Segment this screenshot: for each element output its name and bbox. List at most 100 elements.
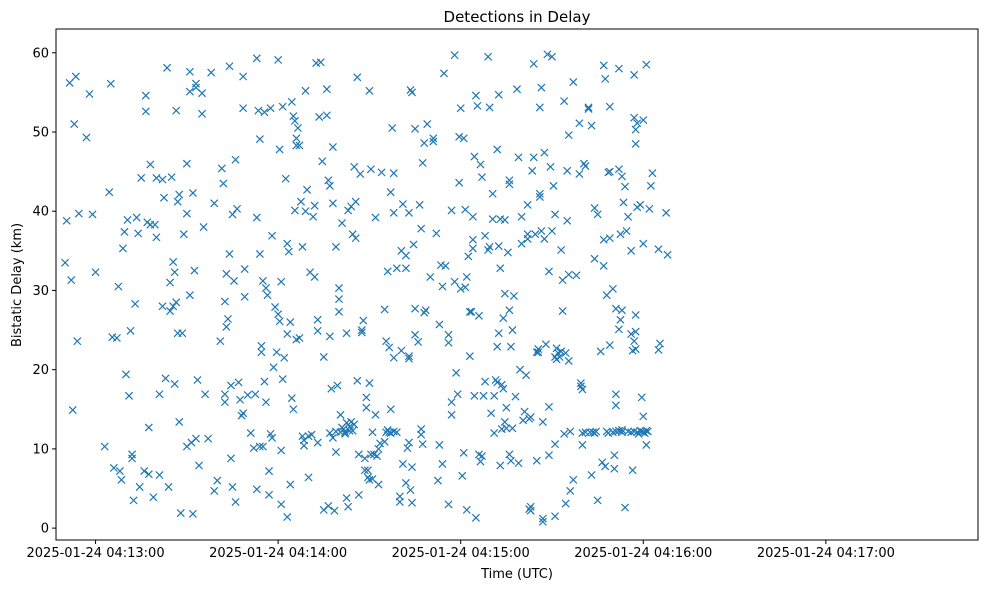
- scatter-point: [569, 475, 578, 484]
- scatter-point: [395, 492, 404, 501]
- scatter-point: [611, 390, 620, 399]
- scatter-point: [360, 466, 369, 475]
- scatter-point: [476, 160, 485, 169]
- scatter-point: [467, 307, 476, 316]
- scatter-point: [313, 438, 322, 447]
- scatter-point: [417, 430, 426, 439]
- scatter-point: [470, 152, 479, 161]
- scatter-point: [287, 97, 296, 106]
- scatter-point: [281, 174, 290, 183]
- scatter-point: [277, 446, 286, 455]
- scatter-point: [494, 90, 503, 99]
- scatter-point: [566, 427, 575, 436]
- scatter-point: [100, 442, 109, 451]
- scatter-point: [523, 230, 532, 239]
- scatter-point: [642, 440, 651, 449]
- scatter-point: [605, 167, 614, 176]
- scatter-point: [631, 310, 640, 320]
- scatter-point: [450, 277, 459, 286]
- scatter-point: [389, 353, 398, 362]
- scatter-point: [522, 371, 531, 380]
- scatter-point: [578, 385, 587, 394]
- scatter-point: [617, 306, 627, 315]
- scatter-point: [551, 512, 560, 521]
- scatter-point: [505, 176, 514, 185]
- scatter-point: [240, 292, 249, 301]
- scatter-point: [575, 119, 584, 128]
- scatter-point: [274, 310, 283, 319]
- scatter-point: [605, 102, 614, 111]
- scatter-point: [278, 102, 287, 111]
- scatter-point: [292, 134, 301, 143]
- scatter-point: [494, 329, 503, 338]
- scatter-point: [496, 461, 505, 470]
- scatter-point: [398, 459, 407, 468]
- scatter-point: [194, 461, 204, 470]
- scatter-point: [357, 326, 366, 335]
- scatter-point: [544, 267, 553, 276]
- scatter-point: [117, 475, 126, 484]
- scatter-point: [426, 272, 435, 281]
- scatter-point: [68, 406, 77, 415]
- scatter-point: [310, 201, 319, 210]
- scatter-point: [511, 392, 520, 401]
- scatter-point: [257, 341, 266, 350]
- x-tick-label: 2025-01-24 04:13:00: [27, 546, 165, 561]
- scatter-point: [152, 233, 161, 242]
- scatter-point: [353, 376, 362, 385]
- scatter-point: [519, 416, 528, 425]
- scatter-point: [624, 427, 633, 436]
- scatter-point: [258, 276, 267, 285]
- scatter-point: [342, 493, 351, 503]
- scatter-point: [185, 87, 194, 96]
- scatter-point: [255, 442, 264, 451]
- scatter-point: [290, 116, 299, 125]
- scatter-point: [310, 272, 319, 281]
- scatter-point: [639, 116, 648, 125]
- scatter-point: [210, 486, 219, 495]
- scatter-point: [382, 337, 391, 346]
- scatter-point: [331, 242, 340, 251]
- scatter-point: [243, 390, 252, 400]
- scatter-point: [468, 235, 477, 244]
- scatter-point: [543, 50, 552, 59]
- scatter-point: [630, 113, 639, 122]
- scatter-point: [631, 345, 640, 354]
- scatter-point: [642, 60, 651, 69]
- scatter-point: [406, 486, 415, 495]
- scatter-point: [541, 340, 550, 349]
- scatter-point: [506, 456, 515, 465]
- scatter-point: [639, 412, 648, 421]
- scatter-point: [144, 470, 153, 479]
- scatter-point: [487, 409, 496, 418]
- scatter-point: [252, 54, 261, 63]
- scatter-point: [324, 501, 333, 510]
- scatter-point: [137, 173, 146, 182]
- scatter-point: [471, 91, 480, 100]
- scatter-point: [500, 417, 509, 426]
- scatter-point: [481, 231, 490, 240]
- scatter-point: [617, 172, 627, 181]
- scatter-point: [590, 254, 599, 263]
- scatter-point: [420, 308, 429, 317]
- scatter-point: [602, 291, 611, 300]
- scatter-point: [388, 124, 397, 133]
- scatter-point: [645, 204, 654, 213]
- scatter-point: [328, 143, 337, 152]
- scatter-point: [587, 121, 596, 130]
- scatter-point: [485, 103, 494, 112]
- scatter-point: [155, 471, 164, 480]
- scatter-point: [488, 189, 497, 198]
- scatter-point: [175, 190, 184, 199]
- scatter-point: [581, 162, 590, 171]
- scatter-point: [414, 337, 423, 346]
- scatter-point: [529, 153, 538, 162]
- scatter-point: [488, 215, 497, 224]
- scatter-point: [392, 264, 401, 273]
- scatter-point: [620, 503, 630, 512]
- scatter-point: [479, 391, 488, 400]
- scatter-point: [188, 509, 197, 518]
- scatter-point: [654, 345, 663, 354]
- scatter-point: [182, 209, 191, 218]
- scatter-point: [614, 64, 623, 73]
